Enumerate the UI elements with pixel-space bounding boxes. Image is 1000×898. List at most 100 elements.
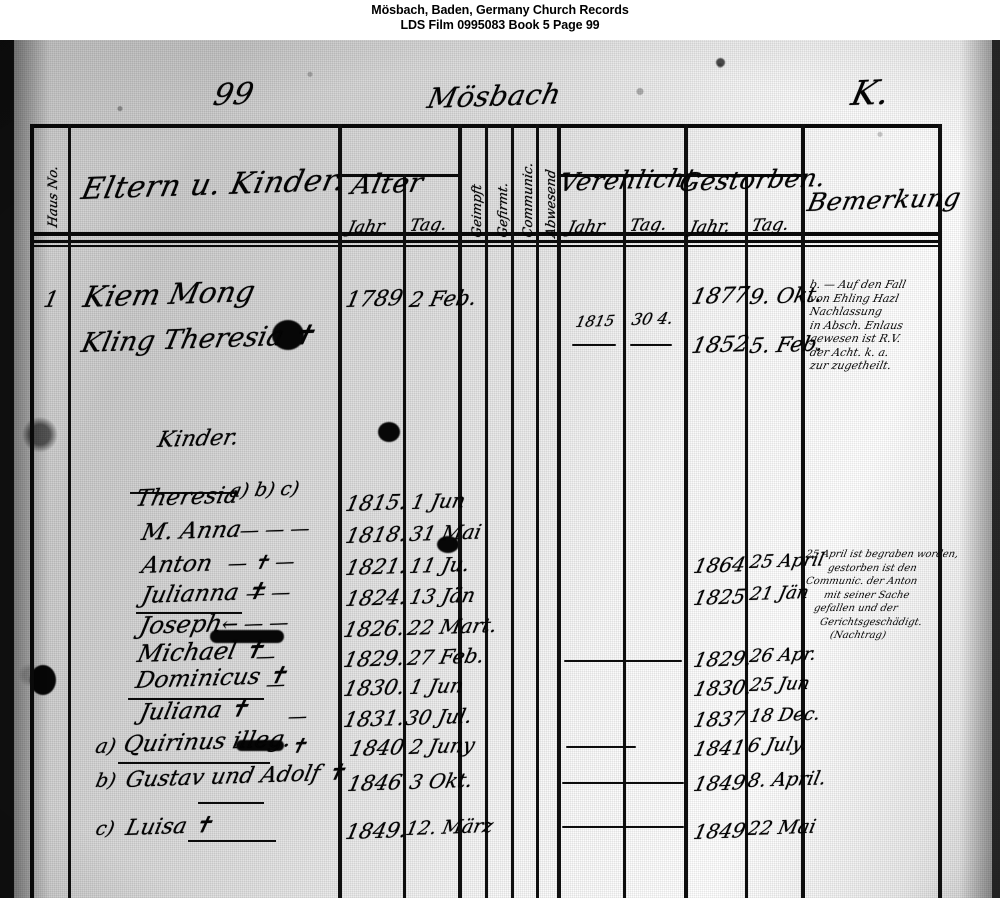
row-underline-child-9 xyxy=(118,762,270,764)
column-header-alter: Alter xyxy=(348,167,427,201)
row-gestorben-tag-child-8: 18 Dec. xyxy=(747,703,823,727)
row-gestorben-jahr-child-4: 1825 xyxy=(691,584,748,610)
row-name-child-3: Anton xyxy=(139,550,215,579)
column-header-haus-no: Haus No. xyxy=(46,164,61,229)
remarks-anton: 25 April ist begraben worden, gestorben … xyxy=(804,548,960,643)
left-gutter xyxy=(0,40,14,898)
right-gutter xyxy=(992,40,1000,898)
dash-verehlicht-child-9 xyxy=(566,746,636,748)
row-alter-tag-child-11: 12. März xyxy=(403,815,496,840)
remarks-line: Communic. der Anton xyxy=(804,576,919,587)
row-alter-jahr-child-10: 1846 xyxy=(345,770,405,796)
row-underline-child-10 xyxy=(198,802,264,804)
row-alter-jahr-child-5: 1826. xyxy=(341,615,408,642)
header-mid-rule-right xyxy=(558,174,802,177)
row-alter-jahr-child-11: 1849. xyxy=(343,817,410,844)
ink-blot-left-margin xyxy=(30,665,56,695)
remarks-line: (Nachtrag) xyxy=(828,630,887,641)
rule-verehlicht-right xyxy=(684,124,688,898)
row-underline-child-4 xyxy=(136,612,242,614)
remarks-line: in Absch. Enlaus xyxy=(808,318,905,332)
row-alter-jahr-child-6: 1829. xyxy=(341,645,408,672)
rule-haus-no xyxy=(68,124,71,898)
rule-left-outer xyxy=(30,124,34,898)
row-alter-jahr-child-1: 1815. xyxy=(343,489,410,516)
column-subheader-gestorben-tag: Tag. xyxy=(749,214,791,236)
row-gestorben-tag-child-6: 26 Apr. xyxy=(747,643,819,667)
kinder-heading-underline xyxy=(130,492,238,494)
row-marks-child-3: — ✝ — xyxy=(225,550,297,575)
remarks-line: von Ehling Hazl xyxy=(808,291,901,305)
flourish-verehlicht-long-2 xyxy=(562,782,684,784)
remarks-line: 25 April ist begraben worden, xyxy=(804,549,960,560)
row-gestorben-jahr-parent-father: 1877 xyxy=(689,283,752,310)
stain-top xyxy=(716,58,725,67)
rule-gestorben-right xyxy=(801,124,805,898)
row-verehlicht-tag-parent-mother: 30 4. xyxy=(629,308,676,329)
row-marks-child-4: — — xyxy=(243,581,293,605)
dash-verehlicht-jahr xyxy=(572,344,616,346)
flourish-verehlicht-long-3 xyxy=(562,826,684,828)
row-marks-child-2: — — — xyxy=(237,517,313,542)
row-gestorben-jahr-child-10: 1849 xyxy=(691,770,748,796)
rule-communic-right xyxy=(536,124,539,898)
column-header-abwesend: Abwesend xyxy=(544,168,559,239)
column-subheader-verehlicht-tag: Tag. xyxy=(627,214,669,236)
row-gestorben-tag-child-4: 21 Jän xyxy=(747,581,811,605)
row-gestorben-jahr-child-6: 1829. xyxy=(691,646,755,672)
row-name-child-8: Juliana ✝ xyxy=(137,696,252,726)
remarks-line: Nachlassung xyxy=(808,305,884,318)
row-alter-jahr-child-3: 1821. xyxy=(343,553,410,580)
ink-blot-michael-row xyxy=(210,630,284,643)
rule-alter-right xyxy=(458,124,462,898)
row-gestorben-jahr-child-8: 1837 xyxy=(691,706,748,732)
remarks-line: zur zugetheilt. xyxy=(808,359,893,372)
row-gestorben-jahr-child-9: 1841 xyxy=(691,735,748,761)
rule-geimpft-right xyxy=(485,124,488,898)
row-alter-tag-child-9: 2 Juny xyxy=(407,732,478,759)
row-alter-jahr-child-4: 1824. xyxy=(343,584,410,611)
ink-blot-anton-row xyxy=(437,536,459,553)
row-marks-child-1: a) b) c) xyxy=(227,477,302,502)
row-gestorben-tag-child-10: 8. April. xyxy=(745,767,829,792)
row-gestorben-tag-child-11: 22 Mai xyxy=(745,815,818,840)
ink-blot-name-row-1 xyxy=(272,320,304,350)
row-underline-child-11 xyxy=(188,840,276,842)
kinder-heading: Kinder. xyxy=(155,425,242,453)
row-alter-tag-child-10: 3 Okt. xyxy=(407,767,476,794)
row-alter-jahr-child-7: 1830. xyxy=(341,674,408,701)
row-alter-jahr-child-2: 1818. xyxy=(343,521,410,548)
row-alter-jahr-child-8: 1831. xyxy=(341,705,408,732)
remarks-line: mit seiner Sache xyxy=(822,589,911,601)
column-subheader-gestorben-jahr: Jahr. xyxy=(687,216,733,238)
caption-line-1: Mösbach, Baden, Germany Church Records xyxy=(371,3,629,17)
remarks-line: gefallen und der xyxy=(812,603,899,614)
row-name-parent-father: Kiem Mong xyxy=(80,274,259,314)
rule-verehlicht-jahr-tag xyxy=(623,174,626,898)
image-caption: Mösbach, Baden, Germany Church Records L… xyxy=(0,0,1000,40)
row-alter-tag-child-1: 1 Jun xyxy=(409,488,468,514)
place-name: Mösbach xyxy=(424,77,565,115)
column-header-communic: Communic. xyxy=(521,161,536,239)
row-name-child-6: Michael ✝ xyxy=(135,635,268,668)
scanned-register-page: 99 Mösbach K. Haus No. Eltern u. Kinder.… xyxy=(0,40,1000,898)
rule-gefirmt-right xyxy=(511,124,514,898)
rule-abwesend-right xyxy=(557,124,561,898)
row-gestorben-jahr-child-11: 1849 xyxy=(691,818,748,844)
row-alter-tag-child-2: 31 Mai xyxy=(407,519,484,546)
flourish-verehlicht-long-1 xyxy=(564,660,682,662)
row-alter-jahr-parent-father: 1789 xyxy=(343,286,406,313)
row-name-child-1: Theresia xyxy=(133,482,241,512)
row-gestorben-jahr-parent-mother: 1852 xyxy=(689,332,752,359)
row-gestorben-jahr-child-3: 1864 xyxy=(691,552,748,578)
row-alter-tag-child-7: 1 Jun xyxy=(407,673,466,699)
row-alter-tag-child-4: 13 Jän xyxy=(407,582,478,609)
remarks-line: b. — Auf den Fall xyxy=(808,278,908,291)
row-alter-tag-parent-father: 2 Feb. xyxy=(407,285,480,312)
column-header-gestorben: Gestorben. xyxy=(676,162,829,197)
row-underline-child-7 xyxy=(128,698,264,700)
column-subheader-verehlicht-jahr: Jahr xyxy=(565,216,607,238)
column-header-bemerkung: Bemerkung xyxy=(804,182,964,217)
row-alter-tag-child-8: 30 Jul. xyxy=(403,703,475,730)
